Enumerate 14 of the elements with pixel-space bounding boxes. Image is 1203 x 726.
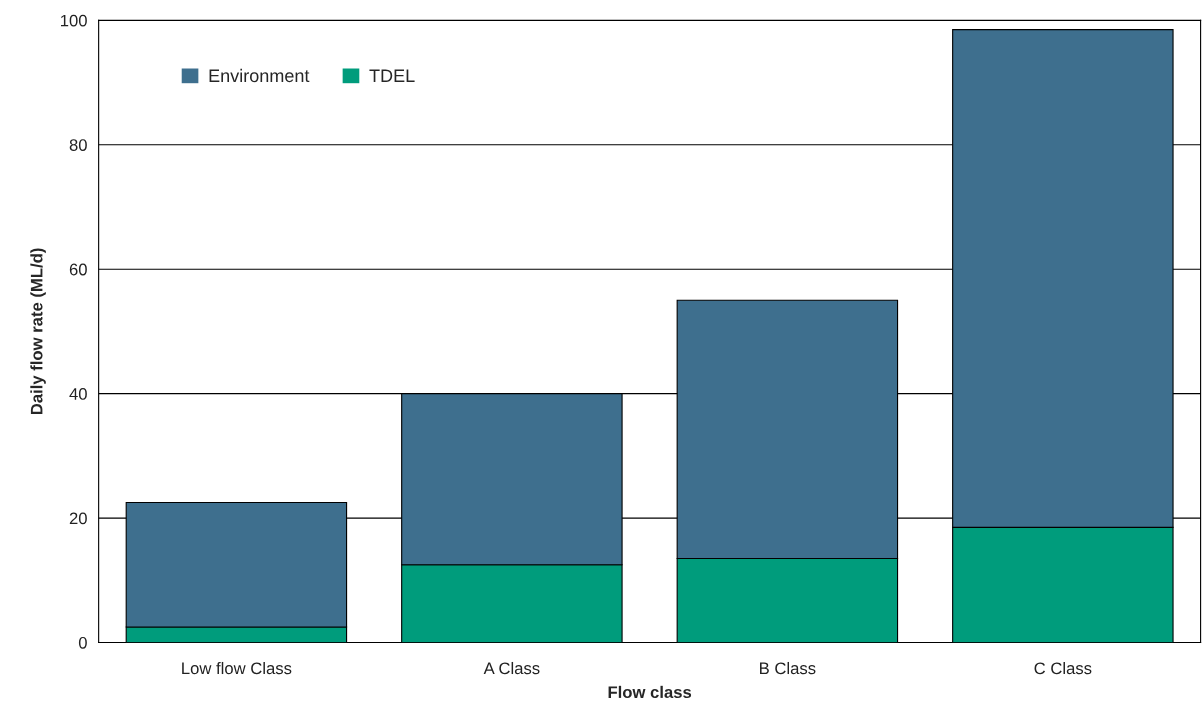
- legend-label: TDEL: [369, 69, 415, 82]
- x-axis-title: Flow class: [608, 685, 692, 699]
- x-tick-label: C Class: [1034, 661, 1092, 675]
- y-tick-label: 100: [61, 14, 87, 27]
- x-tick-label: B Class: [760, 661, 816, 675]
- x-tick-label: A Class: [483, 661, 540, 675]
- y-axis-title: Daily flow rate (ML/d): [30, 248, 46, 415]
- y-tick-label: 0: [78, 636, 87, 649]
- y-tick-label: 20: [69, 512, 87, 525]
- x-tick-label: Low flow Class: [182, 661, 292, 675]
- y-tick-label: 60: [69, 263, 87, 276]
- y-tick-label: 80: [69, 139, 87, 151]
- legend-label: Environment: [209, 68, 310, 83]
- y-tick-label: 40: [69, 388, 87, 400]
